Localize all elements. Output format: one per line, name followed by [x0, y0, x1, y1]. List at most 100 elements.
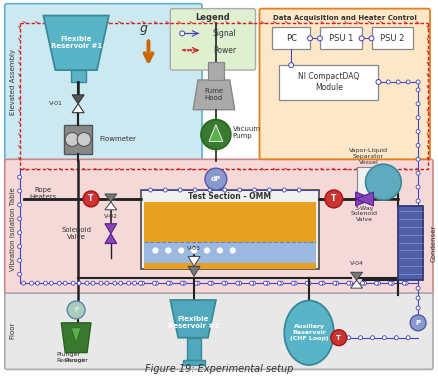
Circle shape [409, 315, 425, 331]
FancyBboxPatch shape [170, 9, 255, 70]
Text: Fume
Hood: Fume Hood [204, 88, 223, 102]
Bar [143, 202, 315, 241]
Circle shape [290, 281, 294, 285]
Circle shape [415, 241, 419, 244]
Circle shape [403, 281, 407, 285]
Circle shape [252, 188, 256, 192]
Circle shape [370, 336, 374, 340]
Circle shape [415, 171, 419, 175]
Text: Rope
Heaters: Rope Heaters [30, 188, 57, 200]
Text: 3-Way
Solenoid
Valve: 3-Way Solenoid Valve [350, 206, 377, 222]
Circle shape [415, 268, 419, 272]
Text: Data Acquisition and Heater Control: Data Acquisition and Heater Control [272, 15, 416, 21]
Circle shape [324, 190, 342, 208]
Circle shape [332, 281, 336, 285]
Circle shape [21, 281, 25, 285]
Text: Plunger: Plunger [64, 358, 88, 363]
Text: P: P [415, 320, 420, 326]
Bar [397, 206, 422, 280]
Polygon shape [61, 323, 91, 353]
Bar [371, 27, 412, 49]
Text: Test Section - OMM: Test Section - OMM [188, 193, 271, 202]
Circle shape [18, 272, 21, 276]
Circle shape [297, 188, 300, 192]
Circle shape [405, 336, 409, 340]
Polygon shape [71, 328, 81, 343]
Circle shape [223, 188, 226, 192]
Bar [319, 27, 361, 49]
Text: Auxiliary
Reservoir
(CHF Loop): Auxiliary Reservoir (CHF Loop) [289, 324, 328, 341]
Circle shape [415, 227, 419, 230]
Circle shape [388, 281, 392, 285]
Polygon shape [193, 80, 234, 110]
Circle shape [178, 188, 182, 192]
Text: Vacuum
Pump: Vacuum Pump [232, 126, 260, 139]
Bar [64, 124, 92, 154]
Polygon shape [188, 266, 200, 276]
Bar [71, 70, 86, 82]
Circle shape [18, 217, 21, 221]
Circle shape [209, 281, 213, 285]
FancyBboxPatch shape [259, 9, 429, 159]
Text: NI CompactDAQ
Module: NI CompactDAQ Module [297, 72, 359, 92]
Circle shape [405, 80, 409, 84]
Circle shape [415, 296, 419, 300]
Text: T: T [330, 194, 336, 203]
Circle shape [293, 281, 297, 285]
Bar [208, 62, 223, 80]
Circle shape [415, 213, 419, 217]
Text: Power: Power [212, 46, 236, 55]
Text: Vapor-Liquid
Separator
Vessel: Vapor-Liquid Separator Vessel [348, 148, 387, 165]
Ellipse shape [284, 300, 333, 365]
Circle shape [368, 36, 373, 41]
Circle shape [307, 36, 312, 41]
Circle shape [208, 281, 212, 285]
Circle shape [132, 281, 136, 285]
Circle shape [415, 306, 419, 310]
Circle shape [318, 281, 322, 285]
Polygon shape [355, 192, 373, 206]
Circle shape [216, 247, 223, 254]
Circle shape [415, 286, 419, 290]
Circle shape [237, 188, 241, 192]
Circle shape [190, 247, 197, 254]
Circle shape [365, 164, 400, 200]
Circle shape [57, 281, 61, 285]
Circle shape [381, 336, 385, 340]
Circle shape [152, 281, 156, 285]
Circle shape [18, 203, 21, 207]
Bar [279, 65, 378, 100]
Circle shape [415, 130, 419, 133]
Text: Solenoid
Valve: Solenoid Valve [61, 227, 91, 240]
Circle shape [265, 281, 269, 285]
Circle shape [374, 281, 378, 285]
Circle shape [63, 281, 67, 285]
Circle shape [223, 281, 227, 285]
Circle shape [193, 188, 197, 192]
Circle shape [415, 102, 419, 106]
Circle shape [346, 336, 350, 340]
Text: dP: dP [210, 176, 220, 182]
Circle shape [203, 247, 210, 254]
Circle shape [148, 188, 152, 192]
Text: Figure 19: Experimental setup: Figure 19: Experimental setup [145, 364, 293, 374]
Text: T: T [336, 335, 340, 341]
Circle shape [415, 157, 419, 161]
Text: Vibration Isolation Table: Vibration Isolation Table [10, 187, 16, 271]
Circle shape [166, 281, 170, 285]
Circle shape [29, 281, 33, 285]
Circle shape [152, 247, 159, 254]
Circle shape [35, 281, 39, 285]
Circle shape [18, 189, 21, 193]
Polygon shape [105, 202, 117, 210]
Circle shape [415, 255, 419, 258]
Polygon shape [188, 256, 200, 266]
Circle shape [249, 281, 253, 285]
Circle shape [401, 281, 405, 285]
Circle shape [375, 79, 380, 85]
Text: V-01: V-01 [49, 101, 63, 106]
Circle shape [140, 281, 144, 285]
Circle shape [18, 244, 21, 249]
Circle shape [288, 63, 293, 68]
Circle shape [113, 281, 117, 285]
